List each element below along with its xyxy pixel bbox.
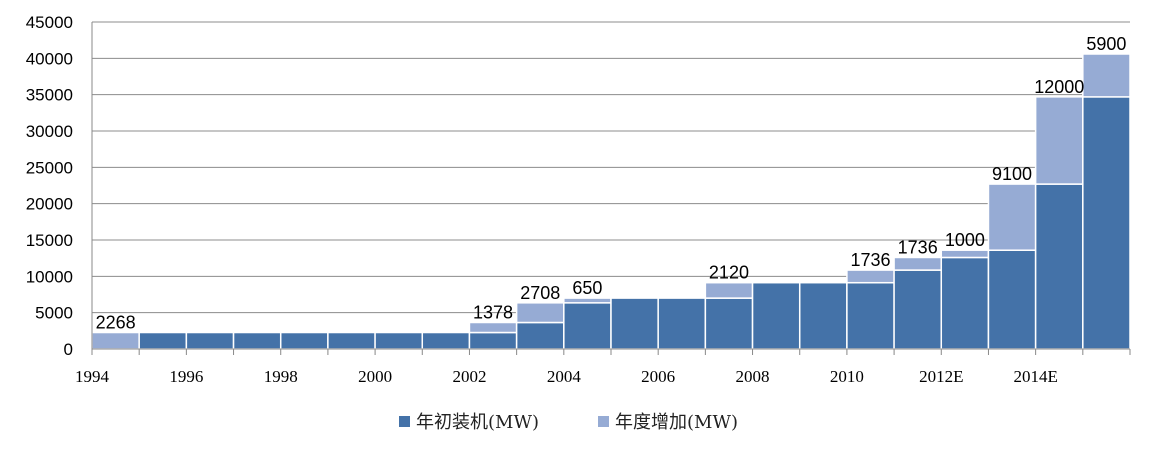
bar-initial-2013E [987,249,1037,350]
bar-increase-2013E [987,183,1037,251]
bar-initial-2010 [846,281,895,350]
y-tick-label: 40000 [26,49,73,68]
bar-increase-2002 [468,321,518,334]
x-tick-label: 2012E [919,367,963,386]
legend-label-annual-increase: 年度增加(MW) [615,412,738,433]
data-label: 2268 [96,313,136,333]
bar-initial-2005 [610,297,659,350]
y-tick-label: 35000 [26,86,73,105]
bar-initial-2014E [1034,183,1084,350]
bar-increase-2003 [515,302,565,324]
bar-increase-2014E [1034,96,1084,185]
x-tick-label: 1994 [75,367,110,386]
data-label: 650 [572,278,602,298]
bar-initial-1998 [279,331,329,350]
data-label: 9100 [992,164,1032,184]
bar-initial-2011 [893,269,943,350]
bar-initial-2001 [421,331,471,350]
bar-initial-2009 [798,281,848,350]
x-tick-label: 2002 [452,367,486,386]
bar-initial-2004 [563,302,612,350]
bar-increase-1994 [91,331,140,350]
legend-swatch-annual-increase [598,416,609,427]
x-tick-label: 2004 [547,367,582,386]
bars [91,53,1131,350]
bar-increase-2011 [893,256,943,271]
data-label: 5900 [1086,34,1126,54]
legend-label-initial-capacity: 年初装机(MW) [416,412,539,433]
x-tick-label: 2010 [830,367,864,386]
y-tick-label: 45000 [26,13,73,32]
y-tick-label: 5000 [35,304,73,323]
bar-initial-2015E [1082,96,1131,350]
bar-initial-2007 [704,297,754,350]
bar-initial-1996 [185,331,235,350]
y-tick-label: 0 [64,340,73,359]
bar-initial-2002 [468,331,518,350]
x-tick-label: 2014E [1013,367,1057,386]
bar-initial-1995 [138,331,188,350]
bar-increase-2007 [704,281,754,299]
bar-increase-2004 [563,297,612,304]
bar-initial-2003 [515,321,565,350]
data-label: 1000 [945,230,985,250]
y-tick-label: 25000 [26,158,73,177]
bar-initial-1997 [232,331,282,350]
bar-increase-2012E [940,249,990,259]
bar-initial-1999 [327,331,376,350]
x-tick-label: 2000 [358,367,392,386]
y-tick-label: 20000 [26,195,73,214]
data-label: 1736 [898,237,938,257]
y-tick-label: 10000 [26,267,73,286]
y-tick-label: 30000 [26,122,73,141]
bar-initial-2006 [657,297,707,350]
y-tick-label: 15000 [26,231,73,250]
x-axis-ticks: 1994 1996 1998 2000 2002 2004 2006 2008 2010 2012… [75,349,1131,386]
legend-swatch-initial-capacity [399,416,410,427]
data-label: 1736 [850,250,890,270]
bar-increase-2010 [846,269,895,284]
y-axis-ticks: 0 5000 10000 15000 20000 25000 30000 35000 40000… [26,13,73,359]
x-tick-label: 1998 [264,367,298,386]
data-label: 1378 [473,303,513,323]
bar-increase-2015E [1082,53,1131,98]
data-labels: 2268 1378 2708 650 2120 1736 1736 1000 9100 12000… [96,34,1127,333]
x-tick-label: 2008 [736,367,770,386]
legend: 年初装机(MW) 年度增加(MW) [399,412,738,433]
bar-initial-2008 [751,281,801,350]
data-label: 2120 [709,263,749,283]
bar-initial-2012E [940,256,990,350]
data-label: 12000 [1034,77,1084,97]
x-tick-label: 1996 [169,367,203,386]
bar-initial-2000 [374,331,424,350]
x-tick-label: 2006 [641,367,675,386]
data-label: 2708 [520,283,560,303]
gridlines [92,21,1130,314]
